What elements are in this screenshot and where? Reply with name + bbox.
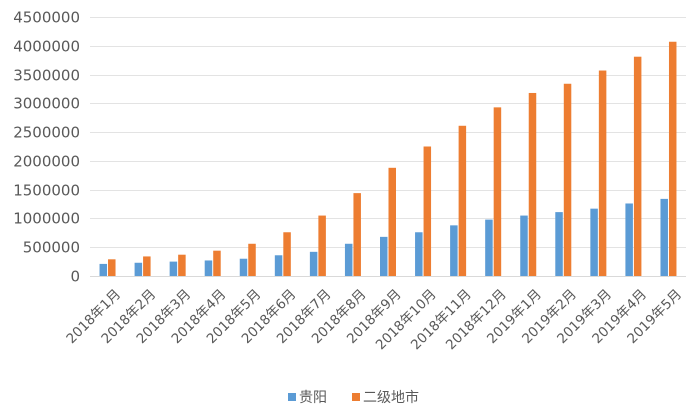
bar-secondary-cities: [353, 193, 361, 276]
legend: 贵阳 二级地市: [288, 389, 419, 406]
bar-secondary-cities: [668, 41, 677, 276]
y-tick-label: 3500000: [13, 67, 80, 85]
y-tick-label: 1000000: [13, 210, 80, 228]
bar-guiyang: [239, 258, 248, 276]
x-axis: 2018年1月2018年2月2018年3月2018年4月2018年5月2018年…: [63, 286, 685, 353]
bar-secondary-cities: [283, 232, 291, 276]
bar-guiyang: [204, 260, 213, 276]
bar-secondary-cities: [213, 250, 221, 276]
legend-item-guiyang: 贵阳: [288, 390, 327, 406]
bar-guiyang: [99, 263, 108, 276]
bar-secondary-cities: [318, 215, 326, 276]
bar-guiyang: [169, 261, 178, 276]
bar-secondary-cities: [423, 146, 432, 276]
bar-guiyang: [590, 208, 598, 276]
bar-guiyang: [415, 232, 423, 276]
bar-secondary-cities: [528, 92, 537, 276]
bar-secondary-cities: [493, 107, 502, 276]
y-tick-label: 2500000: [13, 124, 80, 142]
bars: [99, 41, 677, 277]
bar-guiyang: [309, 251, 318, 276]
y-tick-label: 4500000: [13, 9, 80, 27]
y-tick-label: 4000000: [13, 38, 80, 56]
y-axis: 0 500000 1000000 1500000 2000000 2500000 30000…: [13, 9, 80, 286]
y-tick-label: 1500000: [13, 182, 80, 200]
bar-guiyang: [134, 262, 143, 276]
bar-guiyang: [274, 255, 283, 276]
bar-guiyang: [380, 236, 388, 276]
y-tick-label: 2000000: [13, 153, 80, 171]
bar-guiyang: [344, 243, 353, 276]
legend-label: 贵阳: [299, 390, 327, 406]
bar-secondary-cities: [108, 259, 116, 276]
gridlines: [90, 17, 686, 277]
bar-secondary-cities: [598, 70, 607, 276]
y-tick-label: 500000: [23, 239, 80, 257]
bar-secondary-cities: [633, 56, 642, 277]
bar-guiyang: [485, 219, 493, 276]
legend-swatch: [352, 393, 360, 401]
bar-secondary-cities: [563, 83, 572, 276]
legend-swatch: [288, 393, 296, 401]
bar-secondary-cities: [248, 243, 256, 276]
bar-guiyang: [625, 203, 633, 276]
y-tick-label: 3000000: [13, 95, 80, 113]
bar-secondary-cities: [458, 125, 467, 276]
legend-label: 二级地市: [363, 389, 419, 406]
y-tick-label: 0: [70, 268, 80, 286]
bar-secondary-cities: [388, 167, 396, 276]
legend-item-secondary-cities: 二级地市: [352, 389, 419, 406]
bar-guiyang: [555, 212, 563, 276]
bar-guiyang: [450, 225, 458, 276]
bar-secondary-cities: [178, 254, 186, 276]
bar-secondary-cities: [143, 256, 151, 276]
bar-guiyang: [520, 215, 528, 276]
bar-guiyang: [660, 198, 668, 276]
